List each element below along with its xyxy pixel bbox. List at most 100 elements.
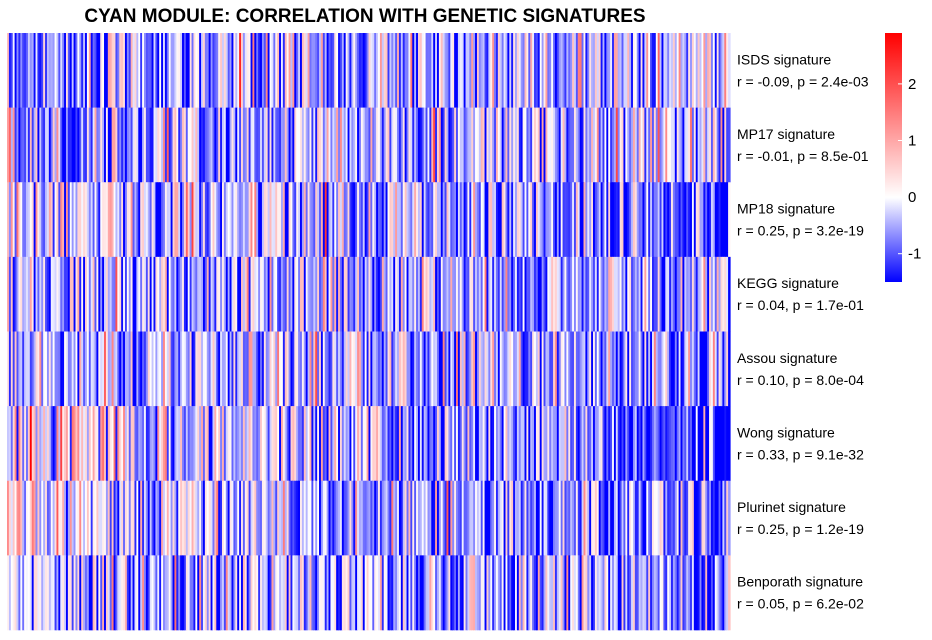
- heatmap-cell: [653, 33, 657, 108]
- heatmap-cell: [589, 406, 592, 482]
- heatmap-cell: [202, 331, 206, 407]
- heatmap-cell: [284, 107, 288, 183]
- heatmap-cell: [596, 256, 600, 332]
- heatmap-cell: [549, 182, 552, 258]
- heatmap-cell: [532, 182, 535, 258]
- heatmap-cell: [444, 256, 448, 332]
- heatmap-cell: [478, 256, 482, 332]
- heatmap-cell: [667, 331, 670, 407]
- heatmap-cell: [507, 555, 510, 631]
- heatmap-cell: [651, 480, 655, 556]
- heatmap-cell: [526, 555, 529, 631]
- heatmap-cell: [494, 107, 497, 183]
- heatmap-cell: [412, 107, 415, 183]
- heatmap-cell: [522, 33, 526, 108]
- heatmap-cell: [341, 182, 345, 258]
- heatmap-cell: [429, 256, 432, 332]
- heatmap-cell: [600, 182, 604, 258]
- heatmap-cell: [368, 331, 371, 407]
- heatmap-cell: [43, 555, 46, 631]
- heatmap-cell: [471, 406, 474, 482]
- heatmap-cell: [572, 331, 575, 407]
- heatmap-cell: [448, 182, 451, 258]
- heatmap-cell: [490, 555, 493, 631]
- heatmap-cell: [54, 107, 58, 183]
- heatmap-cell: [362, 331, 366, 407]
- heatmap-cell: [320, 555, 324, 631]
- heatmap-cell: [336, 256, 339, 332]
- heatmap-cell: [197, 406, 200, 482]
- heatmap-cell: [132, 256, 136, 332]
- heatmap-cell: [73, 107, 77, 183]
- heatmap-cell: [634, 480, 638, 556]
- heatmap-cell: [77, 33, 80, 108]
- heatmap-cell: [534, 406, 537, 482]
- heatmap-cell: [497, 182, 501, 258]
- heatmap-cell: [378, 182, 381, 258]
- heatmap-cell: [631, 256, 634, 332]
- heatmap-cell: [67, 555, 71, 631]
- heatmap-cell: [163, 406, 166, 482]
- heatmap-cell: [467, 107, 470, 183]
- heatmap-cell: [286, 33, 290, 108]
- heatmap-cell: [644, 182, 647, 258]
- heatmap-cell: [311, 182, 314, 258]
- heatmap-cell: [456, 182, 459, 258]
- heatmap-cell: [246, 555, 250, 631]
- heatmap-cell: [111, 256, 115, 332]
- heatmap-cell: [29, 331, 33, 407]
- heatmap-cell: [319, 555, 322, 631]
- heatmap-cell: [235, 107, 238, 183]
- heatmap-cell: [589, 256, 592, 332]
- heatmap-cell: [492, 256, 495, 332]
- heatmap-cell: [642, 33, 645, 108]
- heatmap-cell: [674, 256, 678, 332]
- heatmap-cell: [183, 107, 187, 183]
- heatmap-cell: [640, 33, 644, 108]
- heatmap-cell: [100, 182, 103, 258]
- heatmap-cell: [119, 406, 122, 482]
- heatmap-cell: [391, 256, 394, 332]
- heatmap-cell: [332, 33, 335, 108]
- heatmap-cell: [370, 33, 373, 108]
- heatmap-cell: [448, 480, 451, 556]
- heatmap-cell: [612, 33, 615, 108]
- heatmap-cell: [648, 480, 651, 556]
- heatmap-cell: [406, 256, 410, 332]
- heatmap-cell: [214, 555, 217, 631]
- heatmap-cell: [653, 182, 657, 258]
- heatmap-cell: [644, 331, 647, 407]
- heatmap-cell: [579, 107, 583, 183]
- heatmap-cell: [383, 480, 387, 556]
- heatmap-cell: [535, 182, 539, 258]
- heatmap-cell: [585, 555, 588, 631]
- heatmap-cell: [338, 256, 341, 332]
- heatmap-cell: [300, 107, 303, 183]
- heatmap-cell: [535, 480, 539, 556]
- heatmap-cell: [701, 480, 704, 556]
- heatmap-cell: [279, 33, 282, 108]
- heatmap-cell: [149, 256, 153, 332]
- heatmap-cell: [625, 480, 628, 556]
- heatmap-cell: [398, 406, 402, 482]
- heatmap-cell: [157, 480, 160, 556]
- heatmap-cell: [339, 480, 343, 556]
- heatmap-row: [7, 555, 731, 631]
- heatmap-cell: [650, 406, 653, 482]
- heatmap-cell: [39, 256, 42, 332]
- heatmap-cell: [246, 256, 250, 332]
- heatmap-cell: [206, 555, 210, 631]
- heatmap-cell: [180, 555, 183, 631]
- heatmap-cell: [271, 555, 274, 631]
- heatmap-cell: [231, 331, 235, 407]
- heatmap-cell: [581, 406, 585, 482]
- heatmap-cell: [256, 182, 259, 258]
- heatmap-cell: [478, 182, 482, 258]
- heatmap-cell: [254, 555, 257, 631]
- heatmap-cell: [646, 406, 649, 482]
- heatmap-cell: [497, 107, 501, 183]
- heatmap-cell: [166, 331, 170, 407]
- heatmap-cell: [345, 256, 349, 332]
- heatmap-cell: [475, 182, 478, 258]
- heatmap-cell: [572, 406, 575, 482]
